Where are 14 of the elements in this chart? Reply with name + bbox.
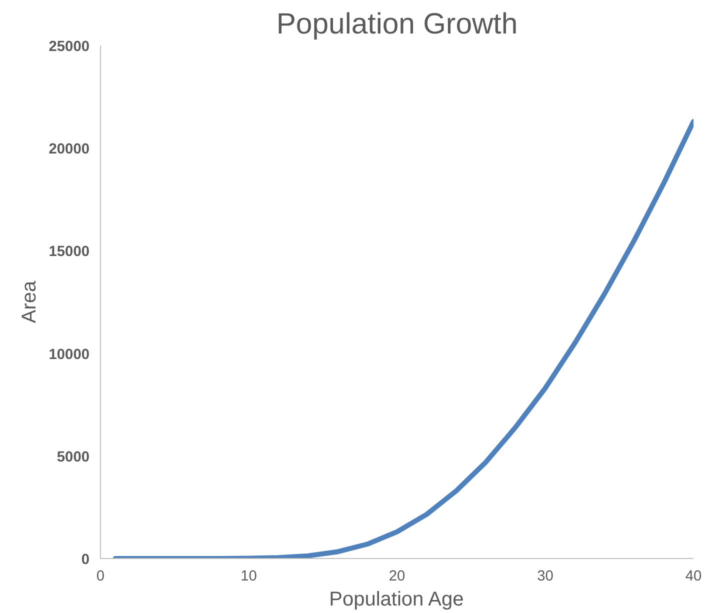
y-tick-label: 15000: [48, 244, 90, 260]
x-tick-label: 40: [685, 568, 702, 584]
y-tick-label: 5000: [56, 449, 90, 466]
chart-title: Population Growth: [276, 8, 518, 40]
x-axis-title: Population Age: [329, 588, 464, 610]
y-tick-label: 20000: [48, 142, 90, 158]
x-tick-label: 0: [96, 568, 105, 584]
x-tick-label: 30: [537, 568, 554, 584]
y-tick-label: 10000: [48, 346, 90, 363]
x-tick-label: 10: [240, 568, 257, 584]
y-tick-label: 0: [81, 552, 90, 568]
x-tick-label: 20: [388, 568, 406, 584]
y-axis-title: Area: [18, 280, 41, 324]
y-tick-label: 25000: [48, 39, 90, 55]
